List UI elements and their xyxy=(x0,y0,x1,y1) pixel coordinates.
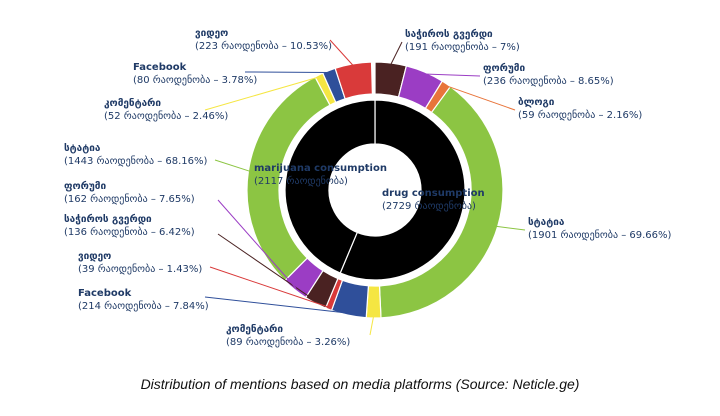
outer-slice-12 xyxy=(334,61,374,100)
slice-label-value-0: (191 რაოდენობა – 7%) xyxy=(405,41,520,53)
slice-label-name-5: Facebook xyxy=(78,288,132,299)
inner-slice-marijuana-consumption xyxy=(284,99,376,274)
leader-line-9 xyxy=(214,159,251,172)
slice-label-name-8: ფორუმი xyxy=(64,180,106,192)
inner-label-drug-consumption-name: drug consumption xyxy=(382,188,485,199)
figure-caption: Distribution of mentions based on media … xyxy=(140,376,580,392)
inner-label-marijuana-consumption-name: marijuana consumption xyxy=(254,163,387,174)
leader-line-7 xyxy=(217,233,317,302)
slice-label-value-11: (80 რაოდენობა – 3.78%) xyxy=(133,74,257,86)
slice-label-name-6: ვიდეო xyxy=(78,251,111,262)
slice-label-value-8: (162 რაოდენობა – 7.65%) xyxy=(64,193,195,205)
slice-label-value-5: (214 რაოდენობა – 7.84%) xyxy=(78,300,209,312)
leader-line-0 xyxy=(390,41,403,66)
slice-label-name-10: კომენტარი xyxy=(104,97,161,109)
slice-label-name-1: ფორუმი xyxy=(483,62,525,74)
slice-label-name-11: Facebook xyxy=(133,62,187,73)
slice-label-value-4: (89 რაოდენობა – 3.26%) xyxy=(226,336,350,348)
donut-chart: საჭიროს გვერდი(191 რაოდენობა – 7%)ფორუმი… xyxy=(64,28,672,348)
leader-line-1 xyxy=(424,73,481,77)
slice-label-value-7: (136 რაოდენობა – 6.42%) xyxy=(64,226,195,238)
leader-line-4 xyxy=(369,315,375,336)
inner-ring xyxy=(284,99,466,281)
slice-label-value-12: (223 რაოდენობა – 10.53%) xyxy=(195,40,332,52)
slice-label-value-2: (59 რაოდენობა – 2.16%) xyxy=(518,109,642,121)
leader-line-3 xyxy=(495,225,526,231)
slice-label-value-3: (1901 რაოდენობა – 69.66%) xyxy=(528,229,672,241)
inner-label-marijuana-consumption-count: (2117 რაოდენობა) xyxy=(254,175,348,187)
inner-labels: marijuana consumption(2117 რაოდენობა) dru… xyxy=(254,163,485,212)
inner-label-drug-consumption-count: (2729 რაოდენობა) xyxy=(382,200,476,212)
slice-label-value-6: (39 რაოდენობა – 1.43%) xyxy=(78,263,202,275)
slice-labels: საჭიროს გვერდი(191 რაოდენობა – 7%)ფორუმი… xyxy=(64,28,672,348)
leader-line-5 xyxy=(204,296,350,314)
slice-label-name-9: სტატია xyxy=(64,142,101,154)
slice-label-name-2: ბლოგი xyxy=(518,96,555,108)
leader-line-8 xyxy=(217,199,297,289)
slice-label-value-10: (52 რაოდენობა – 2.46%) xyxy=(104,110,228,122)
slice-label-name-7: საჭიროს გვერდი xyxy=(64,213,152,225)
leader-line-6 xyxy=(209,266,330,308)
slice-label-name-0: საჭიროს გვერდი xyxy=(405,28,493,40)
leader-line-12 xyxy=(329,39,354,67)
leader-line-2 xyxy=(445,84,516,111)
slice-label-name-3: სტატია xyxy=(528,216,565,228)
outer-slice-3 xyxy=(378,85,504,319)
leader-lines xyxy=(204,39,526,336)
leader-line-10 xyxy=(204,76,320,111)
slice-label-value-1: (236 რაოდენობა – 8.65%) xyxy=(483,75,614,87)
outer-ring xyxy=(246,61,504,319)
slice-label-value-9: (1443 რაოდენობა – 68.16%) xyxy=(64,155,208,167)
slice-label-name-12: ვიდეო xyxy=(195,28,228,39)
inner-slice-drug-consumption xyxy=(339,99,466,281)
slice-label-name-4: კომენტარი xyxy=(226,323,283,335)
